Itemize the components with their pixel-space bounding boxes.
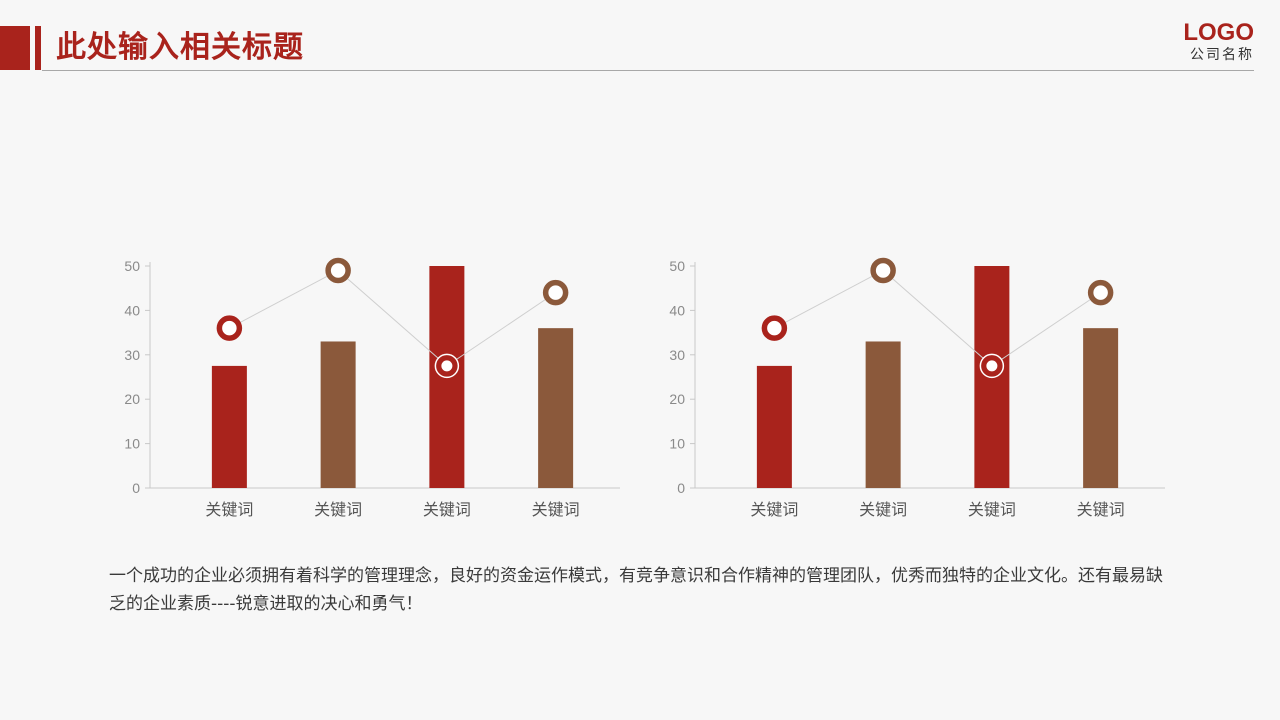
left-x-tick-label: 关键词 — [423, 500, 471, 519]
left-point-ring — [216, 315, 243, 341]
left-bar-4 — [538, 328, 574, 488]
page-title: 此处输入相关标题 — [56, 30, 304, 65]
right-chart: 0 10 20 30 40 50 关键词 关键词 关键词 关键词 — [655, 250, 1175, 530]
left-y-tick-label: 10 — [124, 436, 140, 452]
left-y-tick-label: 0 — [132, 480, 140, 496]
left-y-tick-label: 20 — [124, 391, 140, 407]
left-point-4 — [542, 279, 569, 306]
left-point-ring — [542, 279, 569, 306]
left-point-3 — [434, 353, 460, 379]
left-point-ring — [325, 257, 351, 284]
company-name: 公司名称 — [1190, 47, 1254, 63]
right-y-tick-label: 30 — [669, 347, 685, 363]
right-point-ring — [870, 257, 896, 284]
title-accent-bar — [35, 26, 41, 70]
left-y-tick-label: 40 — [124, 302, 140, 318]
right-point-4 — [1087, 279, 1114, 306]
right-point-dot — [986, 360, 998, 372]
left-x-tick-label: 关键词 — [314, 500, 362, 519]
right-bar-4 — [1083, 328, 1119, 488]
left-bar-1 — [211, 365, 247, 488]
right-point-1 — [761, 315, 788, 341]
left-y-tick-label: 50 — [124, 258, 140, 274]
left-point-1 — [216, 315, 243, 341]
left-point-dot — [441, 360, 453, 372]
logo-block: LOGO 公司名称 — [1183, 20, 1254, 64]
left-bar-2 — [320, 341, 356, 488]
right-point-3 — [979, 353, 1005, 379]
description-text: 一个成功的企业必须拥有着科学的管理理念，良好的资金运作模式，有竞争意识和合作精神… — [109, 566, 1163, 614]
right-point-2 — [870, 257, 896, 284]
right-y-tick-label: 40 — [669, 302, 685, 318]
right-bar-2 — [865, 341, 901, 488]
left-series-line — [229, 269, 556, 367]
left-x-tick-label: 关键词 — [532, 500, 580, 519]
left-x-tick-label: 关键词 — [205, 500, 253, 519]
right-x-tick-label: 关键词 — [859, 500, 907, 519]
right-x-tick-label: 关键词 — [750, 500, 798, 519]
right-bar-1 — [756, 365, 792, 488]
right-chart-svg: 0 10 20 30 40 50 关键词 关键词 关键词 关键词 — [669, 257, 1165, 519]
left-chart-svg: 0 10 20 30 40 50 关键词 关键词 关键词 关键词 — [124, 257, 620, 519]
right-series-line — [774, 269, 1101, 367]
left-chart: 0 10 20 30 40 50 关键词 关键词 关键词 关键词 — [110, 250, 630, 530]
left-point-2 — [325, 257, 351, 284]
right-y-tick-label: 10 — [669, 436, 685, 452]
right-y-tick-label: 0 — [677, 480, 685, 496]
right-point-ring — [1087, 279, 1114, 306]
right-x-tick-label: 关键词 — [968, 500, 1016, 519]
right-y-tick-label: 50 — [669, 258, 685, 274]
logo: LOGO — [1183, 19, 1254, 46]
header-divider — [42, 70, 1254, 71]
left-y-tick-label: 30 — [124, 347, 140, 363]
title-accent-block — [0, 26, 30, 70]
right-point-ring — [761, 315, 788, 341]
right-y-tick-label: 20 — [669, 391, 685, 407]
right-x-tick-label: 关键词 — [1077, 500, 1125, 519]
